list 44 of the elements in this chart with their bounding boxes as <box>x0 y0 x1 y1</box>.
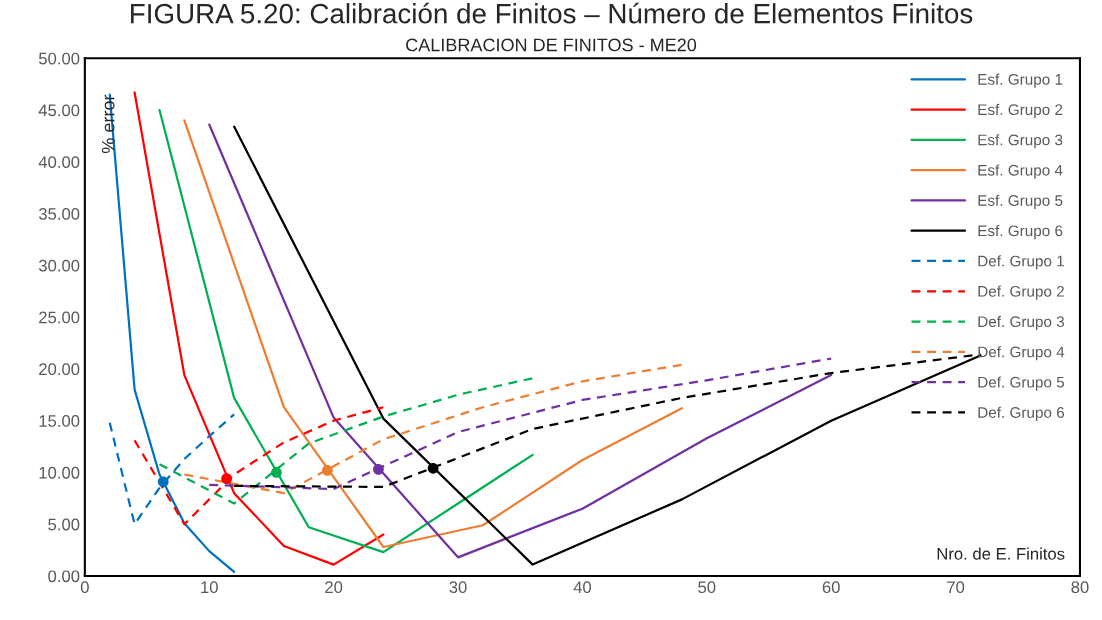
x-tick-label: 20 <box>325 581 343 594</box>
x-tick-label: 30 <box>449 581 467 594</box>
legend-label: Def. Grupo 3 <box>978 315 1065 331</box>
legend-label: Def. Grupo 5 <box>978 376 1065 391</box>
y-tick-label: 40.00 <box>38 156 80 169</box>
legend-label: Def. Grupo 2 <box>978 285 1064 300</box>
legend-label: Def. Grupo 4 <box>978 346 1065 361</box>
x-tick-label: 10 <box>201 581 218 594</box>
line-series <box>158 108 534 554</box>
line-series <box>133 406 385 526</box>
legend-label: Esf. Grupo 3 <box>978 134 1063 149</box>
y-tick-label: 15.00 <box>39 415 80 427</box>
legend-label: Esf. Grupo 5 <box>978 194 1063 209</box>
line-series <box>158 377 534 505</box>
y-tick-label: 5.00 <box>48 518 80 531</box>
line-series <box>133 91 385 566</box>
legend-label: Esf. Grupo 6 <box>978 224 1063 240</box>
y-tick-label: 35.00 <box>38 207 80 220</box>
y-axis-title: % error <box>101 94 115 154</box>
legend-label: Esf. Grupo 2 <box>978 103 1063 119</box>
line-series <box>183 363 684 495</box>
line-series <box>208 357 833 491</box>
legend-label: Def. Grupo 6 <box>978 406 1065 421</box>
y-tick-label: 25.00 <box>39 311 80 324</box>
x-tick-label: 80 <box>1071 581 1089 594</box>
y-tick-label: 10.00 <box>39 466 80 479</box>
y-tick-label: 0.00 <box>48 570 80 583</box>
line-series <box>208 123 833 559</box>
line-series <box>183 119 684 549</box>
y-tick-label: 30.00 <box>38 259 80 272</box>
chart-subtitle: CALIBRACION DE FINITOS - ME20 <box>406 38 697 52</box>
legend-label: Esf. Grupo 1 <box>978 73 1063 88</box>
x-tick-label: 0 <box>80 581 89 594</box>
x-axis-title: Nro. de E. Finitos <box>937 547 1065 560</box>
chart-title: FIGURA 5.20: Calibración de Finitos – Número de Elementos Finitos <box>131 2 973 24</box>
x-tick-label: 40 <box>573 581 592 594</box>
y-tick-label: 50.00 <box>38 52 80 65</box>
legend-label: Def. Grupo 1 <box>978 255 1064 270</box>
y-tick-label: 45.00 <box>38 104 80 117</box>
y-tick-label: 20.00 <box>39 363 80 376</box>
legend-label: Esf. Grupo 4 <box>978 164 1063 179</box>
x-tick-label: 60 <box>822 581 840 594</box>
x-tick-label: 50 <box>698 581 716 594</box>
x-tick-label: 70 <box>947 581 965 594</box>
